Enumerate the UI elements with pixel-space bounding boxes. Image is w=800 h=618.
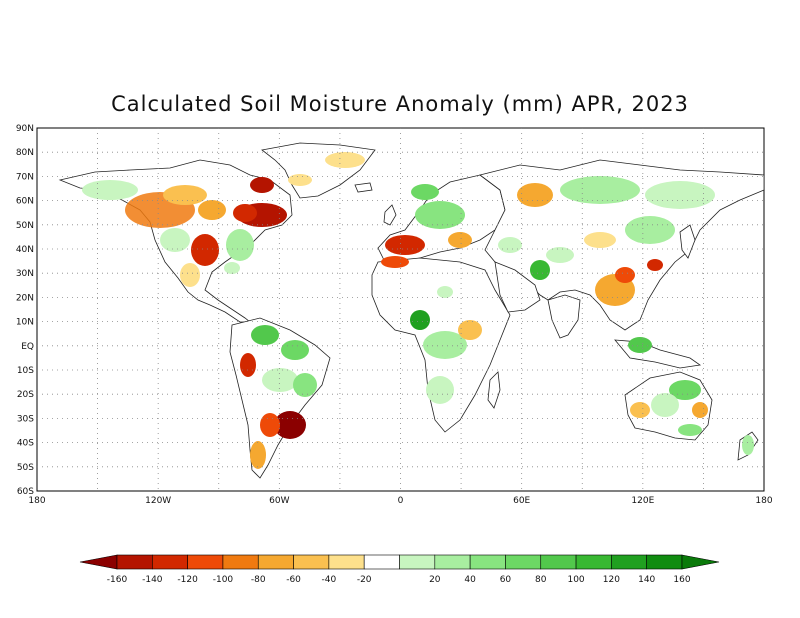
colorbar-label: -60: [286, 575, 301, 585]
lat-label: 40N: [16, 245, 34, 255]
colorbar-swatch: [611, 554, 647, 570]
gridlines: [37, 128, 764, 491]
lat-label: 40S: [17, 439, 34, 449]
colorbar-swatch: [575, 554, 612, 570]
colorbar-label: -40: [322, 575, 337, 585]
colorbar-swatch: [469, 554, 506, 570]
lon-label: 60W: [269, 496, 289, 506]
map-title: Calculated Soil Moisture Anomaly (mm) AP…: [111, 92, 689, 116]
colorbar-swatch: [399, 554, 436, 570]
colorbar-label: -100: [213, 575, 234, 585]
longitude-labels: 180 120W 60W 0 60E 120E 180: [28, 496, 772, 506]
colorbar-swatch: [187, 554, 224, 570]
lat-label: 20S: [17, 390, 34, 400]
colorbar-label: 160: [673, 575, 690, 585]
colorbar-swatch: [152, 554, 188, 570]
colorbar: [79, 554, 720, 570]
lon-label: 120W: [145, 496, 171, 506]
colorbar-swatch: [540, 554, 577, 570]
colorbar-label: 100: [567, 575, 584, 585]
colorbar-label: 40: [464, 575, 476, 585]
colorbar-label: 120: [603, 575, 620, 585]
colorbar-swatch: [222, 554, 259, 570]
lat-label: 50N: [16, 221, 34, 231]
latitude-labels: 90N 80N 70N 60N 50N 40N 30N 20N 10N EQ 10S 20S 30S 40…: [16, 124, 34, 497]
lat-label: 10N: [16, 318, 34, 328]
lat-label: 50S: [17, 463, 34, 473]
lon-label: 0: [398, 496, 404, 506]
colorbar-label: -160: [107, 575, 128, 585]
lat-label: 30S: [17, 414, 34, 424]
colorbar-label: 80: [535, 575, 547, 585]
lat-label: 10S: [17, 366, 34, 376]
lat-label: 60S: [17, 487, 34, 497]
lon-label: 180: [28, 496, 45, 506]
lat-label: 70N: [16, 172, 34, 182]
colorbar-label: -20: [357, 575, 372, 585]
colorbar-swatch: [646, 554, 683, 570]
land-layer: [58, 142, 764, 479]
colorbar-swatch: [505, 554, 542, 570]
lat-label: 90N: [16, 124, 34, 134]
lon-label: 120E: [631, 496, 654, 506]
lat-label: 80N: [16, 148, 34, 158]
colorbar-label: 60: [500, 575, 512, 585]
colorbar-arrow-low: [79, 554, 118, 570]
lat-label: EQ: [21, 342, 34, 352]
lat-label: 30N: [16, 269, 34, 279]
colorbar-label: -80: [251, 575, 266, 585]
lat-label: 20N: [16, 293, 34, 303]
lat-label: 60N: [16, 197, 34, 207]
colorbar-labels: -160 -140 -120 -100 -80 -60 -40 -20 20 40 60 80 100 1…: [107, 575, 691, 585]
colorbar-arrow-high: [681, 554, 720, 570]
lon-label: 180: [755, 496, 772, 506]
colorbar-label: -140: [142, 575, 163, 585]
colorbar-label: 20: [429, 575, 441, 585]
colorbar-swatch: [293, 554, 330, 570]
colorbar-swatch: [257, 554, 294, 570]
colorbar-swatch: [434, 554, 471, 570]
colorbar-swatch: [363, 554, 400, 570]
colorbar-swatch: [328, 554, 365, 570]
lon-label: 60E: [513, 496, 530, 506]
colorbar-swatch: [116, 554, 153, 570]
colorbar-label: -120: [177, 575, 198, 585]
colorbar-label: 140: [638, 575, 655, 585]
